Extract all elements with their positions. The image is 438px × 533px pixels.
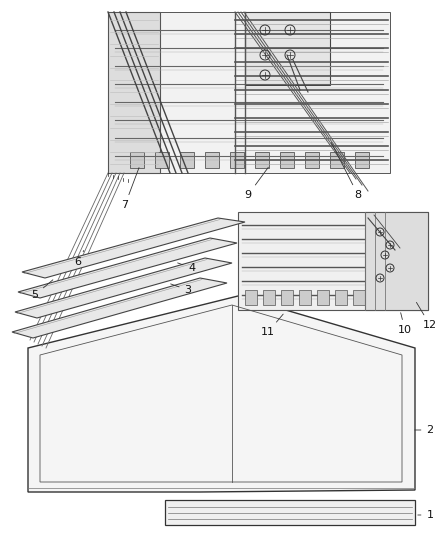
Text: 8: 8 <box>331 142 361 200</box>
Polygon shape <box>15 258 232 318</box>
Text: 5: 5 <box>32 280 53 300</box>
Polygon shape <box>263 290 275 305</box>
Polygon shape <box>281 290 293 305</box>
Polygon shape <box>205 152 219 168</box>
Polygon shape <box>353 290 365 305</box>
Polygon shape <box>22 218 245 278</box>
Polygon shape <box>108 12 160 173</box>
Text: 7: 7 <box>121 167 139 210</box>
Polygon shape <box>365 212 428 310</box>
Polygon shape <box>238 212 428 310</box>
Text: 2: 2 <box>415 425 434 435</box>
Polygon shape <box>305 152 319 168</box>
Text: 9: 9 <box>244 167 268 200</box>
Polygon shape <box>245 290 257 305</box>
Polygon shape <box>12 278 227 338</box>
Polygon shape <box>245 12 330 85</box>
Polygon shape <box>335 290 347 305</box>
Text: 10: 10 <box>398 313 412 335</box>
Polygon shape <box>230 152 244 168</box>
Text: 1: 1 <box>418 510 434 520</box>
Polygon shape <box>280 152 294 168</box>
Text: 3: 3 <box>171 284 191 295</box>
Polygon shape <box>330 152 344 168</box>
Text: 4: 4 <box>178 263 195 273</box>
Polygon shape <box>371 290 383 305</box>
Text: 11: 11 <box>261 314 283 337</box>
Text: 12: 12 <box>417 302 437 330</box>
Text: 6: 6 <box>74 251 84 267</box>
Polygon shape <box>299 290 311 305</box>
Polygon shape <box>108 12 390 173</box>
Polygon shape <box>180 152 194 168</box>
Polygon shape <box>317 290 329 305</box>
Polygon shape <box>18 238 237 298</box>
Polygon shape <box>355 152 369 168</box>
Polygon shape <box>155 152 169 168</box>
Polygon shape <box>165 500 415 525</box>
Polygon shape <box>255 152 269 168</box>
Polygon shape <box>28 296 415 492</box>
Polygon shape <box>130 152 144 168</box>
